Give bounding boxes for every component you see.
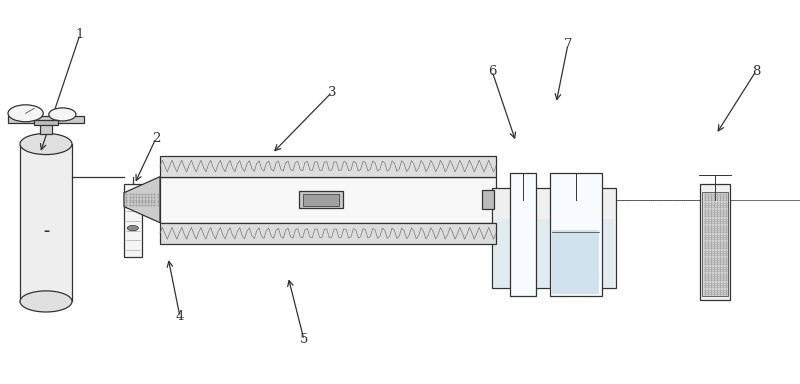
Bar — [482, 190, 494, 209]
Bar — [550, 173, 602, 296]
Text: 2: 2 — [152, 132, 160, 145]
Text: 5: 5 — [300, 333, 308, 346]
Bar — [124, 184, 142, 257]
Text: 3: 3 — [328, 86, 336, 99]
Bar — [160, 177, 496, 223]
Bar — [702, 192, 728, 296]
Text: 6: 6 — [488, 65, 496, 78]
Bar — [700, 184, 730, 300]
Text: 8: 8 — [752, 65, 760, 78]
Text: 1: 1 — [76, 28, 84, 41]
Circle shape — [49, 108, 76, 121]
Bar — [41, 123, 52, 134]
Bar — [492, 188, 616, 288]
Bar — [124, 193, 160, 207]
Bar — [494, 219, 614, 287]
Bar — [8, 116, 84, 123]
Circle shape — [8, 105, 43, 122]
Polygon shape — [124, 177, 160, 223]
Bar — [510, 173, 536, 296]
Circle shape — [127, 225, 138, 231]
Ellipse shape — [20, 134, 72, 155]
Ellipse shape — [20, 291, 72, 312]
Bar — [299, 191, 343, 209]
Bar — [34, 120, 58, 125]
Bar — [552, 230, 599, 294]
Text: 4: 4 — [176, 310, 184, 323]
Bar — [160, 223, 496, 244]
Bar — [160, 156, 496, 177]
Bar — [303, 194, 339, 206]
Text: –: – — [43, 225, 49, 238]
Text: 7: 7 — [564, 38, 572, 51]
Bar — [20, 144, 72, 301]
